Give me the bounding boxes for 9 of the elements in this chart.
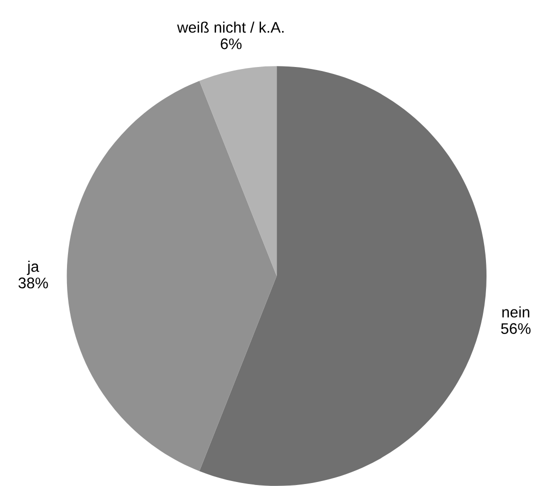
pie-slice bbox=[66, 80, 277, 472]
data-label: 6% bbox=[220, 38, 242, 50]
data-label: 38% bbox=[18, 278, 48, 288]
pie-slice bbox=[199, 66, 487, 486]
slice-label: weiß nicht / k.A. bbox=[177, 22, 284, 33]
slice-label: nein bbox=[502, 306, 530, 318]
data-label: 56% bbox=[501, 323, 531, 334]
slice-label: ja bbox=[26, 260, 40, 275]
pie-slice bbox=[199, 66, 277, 276]
